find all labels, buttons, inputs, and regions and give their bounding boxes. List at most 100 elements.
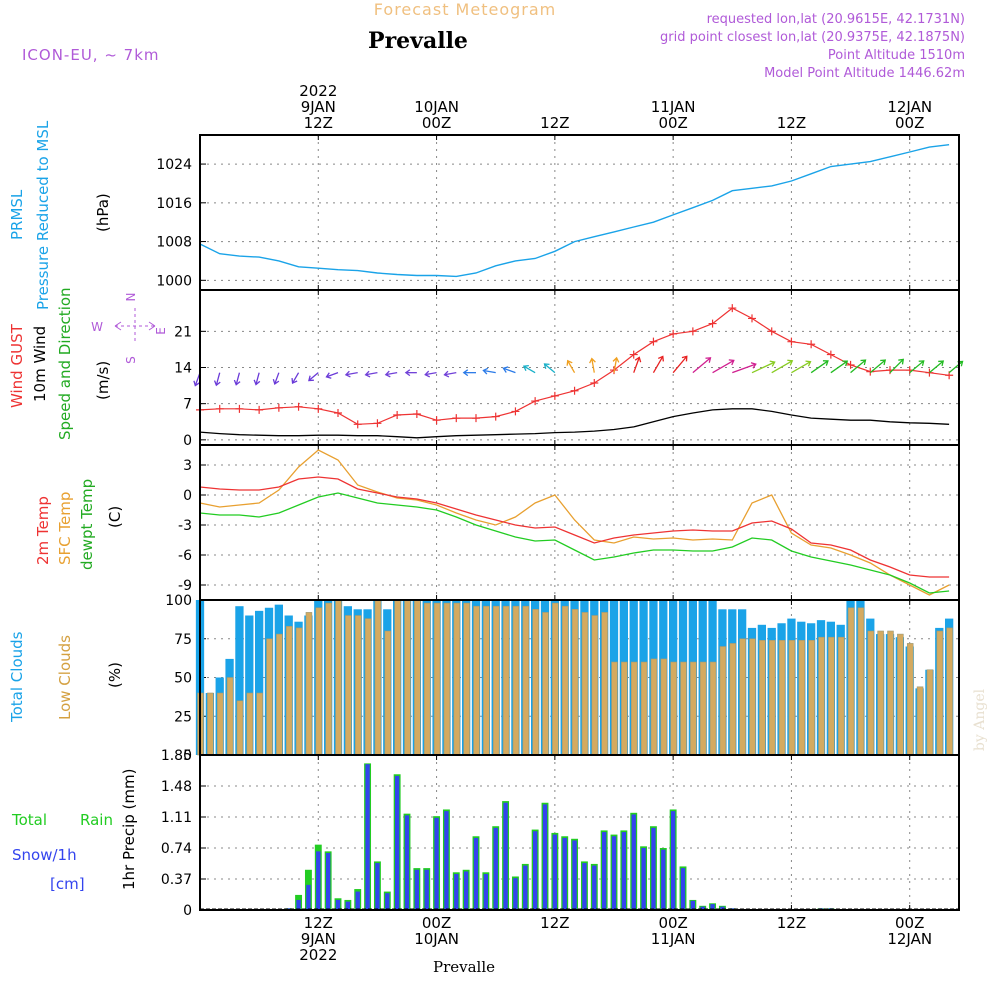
precip-unit: 1hr Precip (mm) [120, 769, 138, 890]
t2m-line [199, 476, 950, 578]
gust-marker [728, 304, 737, 313]
wind-arrow [483, 369, 496, 374]
total-cloud-bar [245, 615, 254, 755]
wind-arrow-head [443, 370, 450, 378]
low-cloud-bar [650, 658, 658, 756]
snow-bar [523, 865, 528, 910]
low-cloud-bar [542, 612, 549, 756]
snow-bar [316, 851, 321, 910]
wind-arrow-head [787, 359, 794, 366]
top-tick-label: 12Z [540, 114, 569, 132]
low-cloud-bar [630, 661, 638, 756]
low-cloud-bar [897, 633, 904, 756]
precip-snow-label: Snow/1h [12, 846, 77, 864]
top-tick-label: 10JAN [414, 98, 459, 116]
wind-arrow-head [522, 364, 529, 371]
top-tick-label: 12JAN [887, 98, 932, 116]
pressure-label-1: PRMSL [8, 189, 26, 240]
snow-bar [424, 869, 429, 910]
wind-arrow [869, 359, 886, 374]
snow-bar [375, 863, 380, 910]
snow-bar [532, 831, 538, 910]
gust-marker [472, 414, 480, 423]
low-cloud-bar [256, 692, 263, 756]
low-cloud-bar [788, 639, 796, 756]
wind-gust-label: Wind GUST [8, 323, 26, 408]
wind-arrow-head [822, 360, 829, 366]
gust-line [199, 307, 950, 425]
wind-arrow [791, 361, 811, 374]
wind-10m-label: 10m Wind [31, 326, 49, 402]
gust-marker [294, 402, 303, 411]
low-cloud-bar [571, 608, 579, 756]
temp-2m-label: 2m Temp [34, 496, 52, 565]
low-cloud-bar [729, 643, 737, 756]
point-altitude: Point Altitude 1510m [828, 48, 965, 63]
bottom-tick-label: 11JAN [651, 930, 696, 948]
low-cloud-bar [818, 636, 825, 756]
snow-bar [385, 893, 390, 910]
wind-arrow [751, 361, 775, 374]
wind-arrow-head [233, 379, 241, 386]
low-cloud-bar [276, 633, 283, 756]
wind-arrow-head [634, 356, 642, 363]
low-cloud-bar [660, 658, 668, 756]
bottom-tick-label: 9JAN [301, 930, 336, 948]
y-tick-label: 1.85 [161, 748, 192, 764]
wind-arrow [929, 360, 944, 374]
low-cloud-bar [354, 615, 362, 756]
low-cloud-bar [611, 661, 618, 756]
wind-arrow-head [482, 367, 489, 375]
gust-marker [255, 405, 264, 414]
snow-bar [296, 899, 301, 910]
y-tick-label: 0.74 [161, 841, 192, 857]
low-cloud-bar [423, 602, 431, 756]
snow-bar [611, 836, 617, 910]
y-tick-label: 14 [174, 361, 192, 377]
gust-marker [452, 414, 461, 423]
low-cloud-bar [266, 638, 273, 756]
low-cloud-bar [453, 602, 461, 756]
pressure-unit: (hPa) [94, 193, 112, 232]
wind-arrow [672, 355, 688, 374]
bottom-tick-label: 00Z [422, 914, 451, 932]
snow-bar [542, 804, 548, 910]
low-cloud-bar [916, 686, 924, 756]
gust-marker [649, 337, 658, 346]
y-tick-label: -9 [178, 578, 192, 594]
y-tick-label: 0 [183, 748, 192, 764]
y-tick-label: -6 [178, 548, 192, 564]
snow-bar [483, 873, 489, 910]
panel-frame [199, 444, 960, 601]
wind-arrow [850, 359, 866, 374]
gust-marker [688, 327, 697, 336]
wind-arrow-head [193, 380, 200, 387]
low-cloud-bar [502, 605, 510, 756]
temp-dew-label: dewpt Temp [78, 479, 96, 570]
compass-west: W [91, 320, 103, 334]
low-cloud-bar [443, 602, 451, 756]
gust-marker [314, 404, 323, 413]
snow-bar [631, 814, 636, 910]
wind-arrow-head [502, 366, 509, 373]
gust-marker [590, 379, 599, 387]
gust-marker [235, 404, 244, 413]
low-cloud-bar [433, 602, 441, 756]
y-tick-label: 0.37 [161, 872, 192, 888]
temp-sfc-label: SFC Temp [56, 492, 74, 565]
low-clouds-label: Low Clouds [56, 635, 74, 720]
snow-bar [552, 834, 558, 910]
snow-bar [503, 802, 508, 910]
snow-bar [690, 900, 696, 910]
wind-arrow-head [938, 360, 945, 367]
wind-arrow-head [462, 369, 469, 377]
y-tick-label: 100 [165, 593, 192, 609]
wind-arrow [712, 359, 735, 374]
wind-speed-line [199, 408, 950, 439]
wind-arrow [503, 367, 516, 374]
top-tick-label: 11JAN [651, 98, 696, 116]
gust-marker [826, 350, 835, 359]
wind-arrow [692, 357, 711, 374]
low-cloud-bar [216, 692, 224, 756]
y-tick-label: 1008 [156, 235, 192, 251]
